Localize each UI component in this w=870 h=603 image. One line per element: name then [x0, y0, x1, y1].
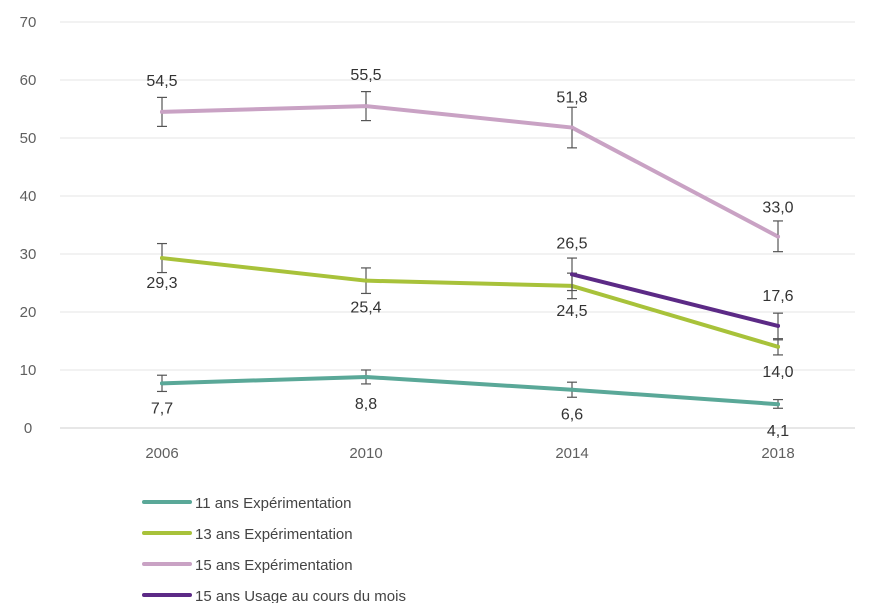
y-tick-label-60: 60 — [20, 72, 37, 89]
data-point-0-1 — [364, 374, 368, 379]
x-tick-label-2014: 2014 — [555, 445, 588, 462]
y-tick-label-40: 40 — [20, 188, 37, 205]
data-label-1-3: 14,0 — [762, 364, 793, 381]
data-point-1-0 — [160, 256, 164, 261]
y-tick-label-20: 20 — [20, 304, 37, 321]
y-tick-label-50: 50 — [20, 130, 37, 147]
series-group — [157, 90, 783, 409]
data-point-2-0 — [160, 109, 164, 114]
data-point-2-3 — [776, 234, 780, 239]
data-point-0-3 — [776, 402, 780, 407]
data-label-2-0: 54,5 — [146, 73, 177, 90]
data-label-1-0: 29,3 — [146, 275, 177, 292]
data-point-3-3 — [776, 323, 780, 328]
y-tick-label-0: 0 — [24, 420, 32, 437]
series-line-1 — [160, 256, 780, 349]
y-tick-label-10: 10 — [20, 362, 37, 379]
legend-label-2: 15 ans Expérimentation — [195, 557, 353, 574]
gridlines — [60, 21, 855, 429]
x-tick-label-2006: 2006 — [145, 445, 178, 462]
data-label-0-3: 4,1 — [767, 423, 789, 440]
data-label-2-2: 51,8 — [556, 90, 587, 107]
data-label-3-2: 26,5 — [556, 235, 587, 252]
data-point-0-0 — [160, 381, 164, 386]
data-point-2-2 — [570, 125, 574, 130]
x-tick-label-2018: 2018 — [761, 445, 794, 462]
y-tick-label-30: 30 — [20, 246, 37, 263]
legend-label-0: 11 ans Expérimentation — [195, 495, 351, 512]
legend-label-1: 13 ans Expérimentation — [195, 526, 353, 543]
legend-label-3: 15 ans Usage au cours du mois — [195, 588, 406, 603]
y-tick-label-70: 70 — [20, 14, 37, 31]
legend: 11 ans Expérimentation 13 ans Expérimenta… — [142, 495, 406, 603]
data-point-3-2 — [570, 272, 574, 277]
data-label-0-1: 8,8 — [355, 396, 377, 413]
y-axis-ticks: 0 10 20 30 40 50 60 70 — [20, 14, 37, 437]
series-line-3 — [570, 272, 780, 328]
data-label-2-3: 33,0 — [762, 200, 793, 217]
series-line-0 — [160, 374, 780, 407]
data-labels: 7,7 8,8 6,6 4,1 29,3 25,4 24,5 14,0 54,5 55,5 51,8… — [146, 67, 793, 440]
data-label-1-2: 24,5 — [556, 303, 587, 320]
data-point-1-3 — [776, 344, 780, 349]
data-label-0-0: 7,7 — [151, 400, 173, 417]
data-label-3-3: 17,6 — [762, 288, 793, 305]
x-axis-ticks: 2006 2010 2014 2018 — [145, 445, 794, 462]
x-tick-label-2010: 2010 — [349, 445, 382, 462]
data-point-2-1 — [364, 104, 368, 109]
data-point-1-1 — [364, 278, 368, 283]
data-label-1-1: 25,4 — [350, 300, 381, 317]
data-point-0-2 — [570, 387, 574, 392]
data-label-0-2: 6,6 — [561, 407, 583, 424]
series-line-2 — [160, 104, 780, 239]
data-label-2-1: 55,5 — [350, 67, 381, 84]
